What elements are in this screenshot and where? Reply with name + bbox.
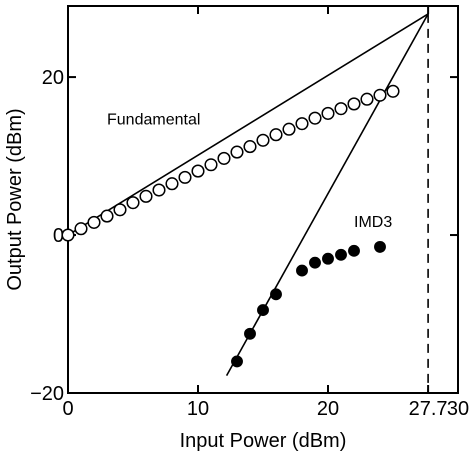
- y-tick-label: 0: [53, 225, 64, 247]
- fundamental-point: [347, 97, 361, 111]
- fundamental-point: [152, 183, 166, 197]
- fundamental-point: [269, 128, 283, 142]
- fit-line-1: [67, 13, 429, 236]
- x-tick-label: 27.7: [409, 398, 448, 420]
- fundamental-point: [100, 209, 114, 223]
- fundamental-point: [191, 164, 205, 178]
- fundamental-point: [165, 177, 179, 191]
- fundamental-point: [243, 140, 257, 154]
- fundamental-point: [139, 189, 153, 203]
- plot-frame: [67, 5, 459, 394]
- fundamental-point: [178, 170, 192, 184]
- imd3-point: [374, 240, 386, 253]
- y-axis-label: Output Power (dBm): [4, 108, 26, 290]
- imd3-point: [244, 327, 256, 340]
- x-tick-label: 10: [187, 398, 209, 420]
- fit-line-2: [225, 13, 429, 377]
- x-tick-label: 30: [447, 398, 469, 420]
- fundamental-point: [217, 151, 231, 165]
- imd3-point: [257, 304, 269, 317]
- fundamental-point: [74, 222, 88, 236]
- fundamental-point: [373, 88, 387, 102]
- fundamental-point: [308, 111, 322, 125]
- x-tick-label: 0: [62, 398, 73, 420]
- fundamental-point: [282, 122, 296, 136]
- imd3-point: [322, 252, 334, 265]
- annotation-label: IMD3: [354, 214, 392, 231]
- imd3-point: [270, 288, 282, 301]
- fundamental-point: [360, 92, 374, 106]
- x-tick-label: 20: [317, 398, 339, 420]
- x-axis-label: Input Power (dBm): [180, 430, 347, 452]
- fundamental-point: [87, 215, 101, 229]
- imd3-point: [231, 355, 243, 368]
- fundamental-point: [334, 102, 348, 116]
- fundamental-point: [204, 158, 218, 172]
- imd3-point: [335, 248, 347, 261]
- imd3-point: [348, 244, 360, 257]
- fundamental-point: [61, 228, 75, 242]
- fundamental-point: [386, 84, 400, 98]
- y-tick-label: −20: [30, 383, 64, 405]
- fundamental-point: [230, 145, 244, 159]
- annotation-label: Fundamental: [107, 111, 200, 128]
- fundamental-point: [113, 203, 127, 217]
- fundamental-point: [321, 106, 335, 120]
- imd3-point: [309, 256, 321, 269]
- fundamental-point: [126, 196, 140, 210]
- y-tick-label: 20: [42, 67, 64, 89]
- fundamental-point: [295, 117, 309, 131]
- imd3-point: [296, 264, 308, 277]
- fundamental-point: [256, 133, 270, 147]
